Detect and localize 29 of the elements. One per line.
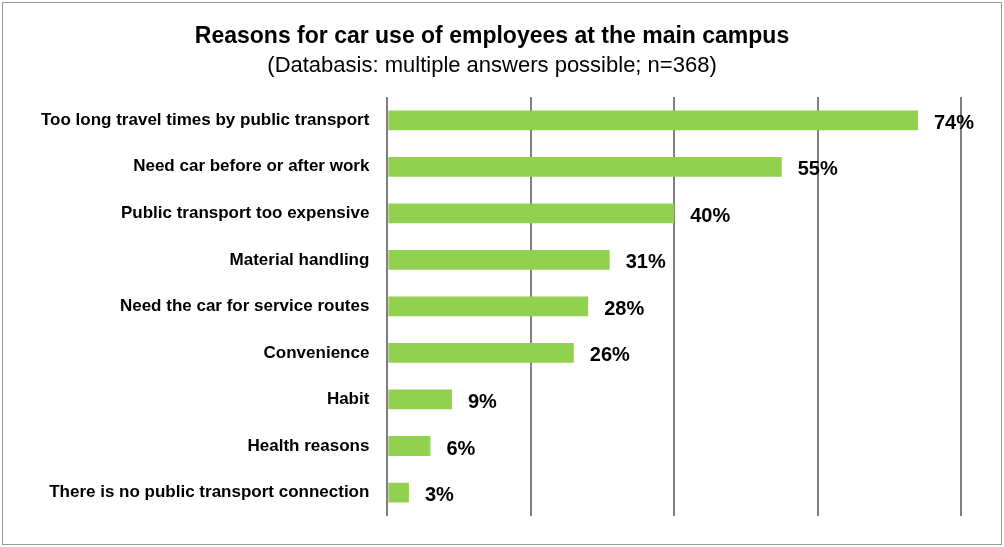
data-label: 6% — [446, 436, 476, 459]
y-tick-label: Habit — [326, 389, 370, 409]
y-tick-label: Public transport too expensive — [120, 203, 370, 223]
data-label: 3% — [424, 483, 455, 506]
bar — [388, 156, 782, 177]
y-tick-label: Need the car for service routes — [119, 296, 370, 316]
y-tick-label: Health reasons — [247, 435, 370, 455]
y-tick-label: Too long travel times by public transport — [41, 109, 370, 129]
bar — [388, 110, 918, 131]
y-tick-label: There is no public transport connection — [49, 482, 370, 502]
data-label: 31% — [625, 250, 666, 273]
data-label: 55% — [797, 157, 838, 180]
y-tick-label: Need car before or after work — [133, 156, 370, 176]
bar — [388, 389, 452, 410]
y-tick-label: Material handling — [229, 249, 370, 269]
data-label: 40% — [690, 203, 731, 226]
bar — [388, 343, 574, 363]
data-label: 74% — [933, 110, 975, 133]
chart-subtitle: (Databasis: multiple answers possible; n=368) — [267, 51, 717, 77]
bar — [388, 296, 589, 317]
chart-title: Reasons for car use of employees at the main campus — [194, 22, 790, 49]
bar — [388, 436, 431, 456]
bar — [388, 203, 675, 224]
data-label: 28% — [604, 296, 645, 319]
y-tick-label: Convenience — [263, 342, 370, 362]
bar — [388, 482, 409, 503]
data-label: 9% — [467, 389, 498, 412]
data-label: 26% — [589, 343, 631, 366]
bar — [388, 249, 610, 270]
